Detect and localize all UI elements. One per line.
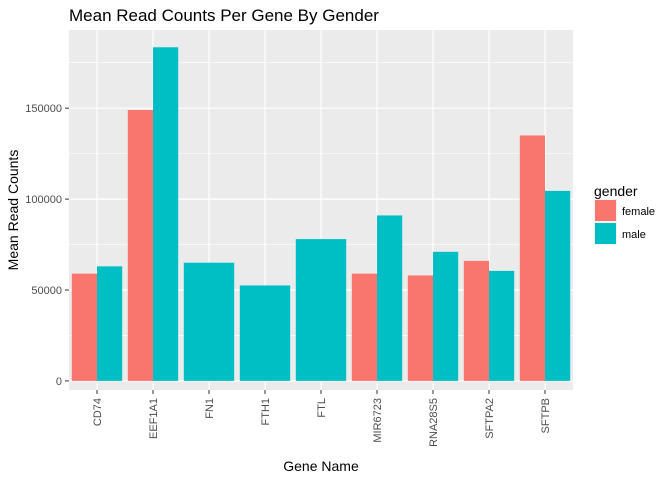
y-axis-label: Mean Read Counts bbox=[5, 150, 21, 271]
bar-female-mir6723 bbox=[351, 273, 377, 381]
legend-label-male: male bbox=[622, 229, 646, 241]
y-axis: 0 50000 100000 150000 bbox=[25, 103, 69, 388]
y-tick-label: 0 bbox=[56, 376, 62, 388]
chart-title: Mean Read Counts Per Gene By Gender bbox=[69, 6, 379, 25]
bar-male-cd74 bbox=[97, 266, 123, 381]
bar-male-mir6723 bbox=[377, 215, 403, 381]
y-tick-label: 50000 bbox=[31, 285, 62, 297]
x-axis-label: Gene Name bbox=[283, 458, 359, 474]
legend-title: gender bbox=[594, 183, 638, 199]
x-tick-label: FN1 bbox=[204, 398, 216, 419]
x-tick-label: CD74 bbox=[92, 398, 104, 426]
bar-male-sftpa2 bbox=[489, 270, 515, 381]
x-tick-label: SFTPB bbox=[540, 398, 552, 433]
bar-female-eef1a1 bbox=[127, 110, 153, 381]
x-tick-label: FTH1 bbox=[260, 398, 272, 426]
bar-female-cd74 bbox=[71, 273, 97, 381]
bar-male-fn1 bbox=[183, 262, 235, 381]
y-tick-label: 150000 bbox=[25, 103, 62, 115]
legend: gender female male bbox=[594, 183, 655, 245]
bar-male-fth1 bbox=[239, 285, 291, 381]
legend-key-male bbox=[595, 223, 616, 244]
x-tick-label: RNA28S5 bbox=[428, 398, 440, 447]
y-tick-label: 100000 bbox=[25, 194, 62, 206]
legend-label-female: female bbox=[622, 206, 655, 218]
x-tick-label: SFTPA2 bbox=[484, 398, 496, 439]
x-axis: CD74 EEF1A1 FN1 FTH1 FTL MIR6723 RNA28S5 SFTPA2… bbox=[92, 390, 552, 447]
x-tick-label: EEF1A1 bbox=[148, 398, 160, 439]
bar-marks bbox=[71, 47, 571, 381]
bar-male-sftpb bbox=[545, 190, 571, 381]
x-tick-label: MIR6723 bbox=[372, 398, 384, 443]
bar-female-rna28s5 bbox=[407, 275, 433, 381]
bar-male-eef1a1 bbox=[153, 47, 179, 381]
bar-female-sftpa2 bbox=[463, 260, 489, 381]
bar-male-ftl bbox=[295, 239, 347, 381]
bar-male-rna28s5 bbox=[433, 251, 459, 381]
x-tick-label: FTL bbox=[316, 398, 328, 418]
legend-key-female bbox=[595, 200, 616, 221]
bar-female-sftpb bbox=[519, 135, 545, 381]
